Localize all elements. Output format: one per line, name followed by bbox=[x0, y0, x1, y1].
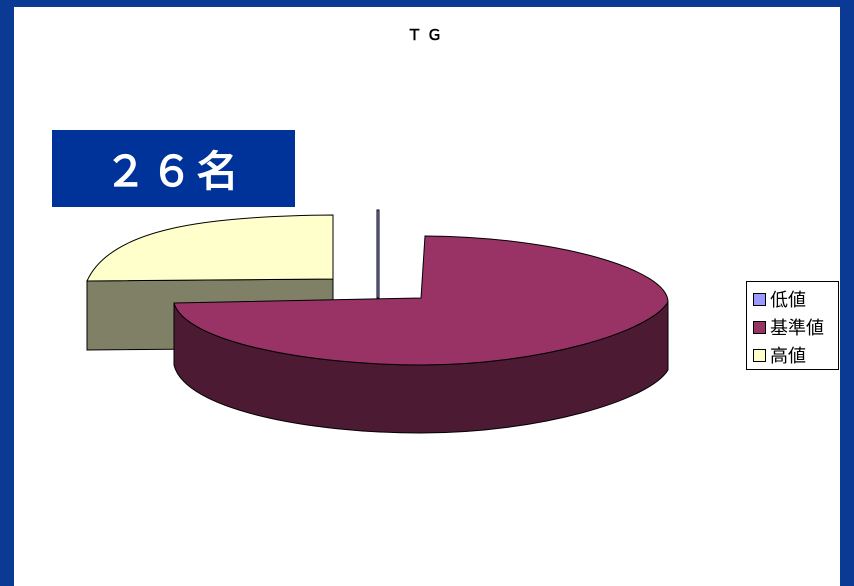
legend-label-low: 低値 bbox=[770, 290, 806, 311]
pie-slice-low bbox=[376, 209, 380, 299]
legend-swatch-low bbox=[753, 292, 766, 306]
legend-swatch-high bbox=[753, 348, 766, 362]
pie-slice-standard-top bbox=[173, 235, 669, 366]
legend-item-high: 高値 bbox=[753, 341, 838, 369]
pie-slice-high-top bbox=[86, 214, 334, 282]
legend-item-low: 低値 bbox=[753, 285, 838, 313]
chart-legend: 低値 基準値 高値 bbox=[746, 281, 839, 370]
chart-title: ＴＧ bbox=[406, 26, 447, 44]
legend-label-standard: 基準値 bbox=[770, 318, 824, 339]
participant-count-badge: ２６名 bbox=[52, 130, 295, 207]
legend-swatch-standard bbox=[753, 320, 766, 334]
legend-item-standard: 基準値 bbox=[753, 313, 838, 341]
legend-label-high: 高値 bbox=[770, 346, 806, 367]
